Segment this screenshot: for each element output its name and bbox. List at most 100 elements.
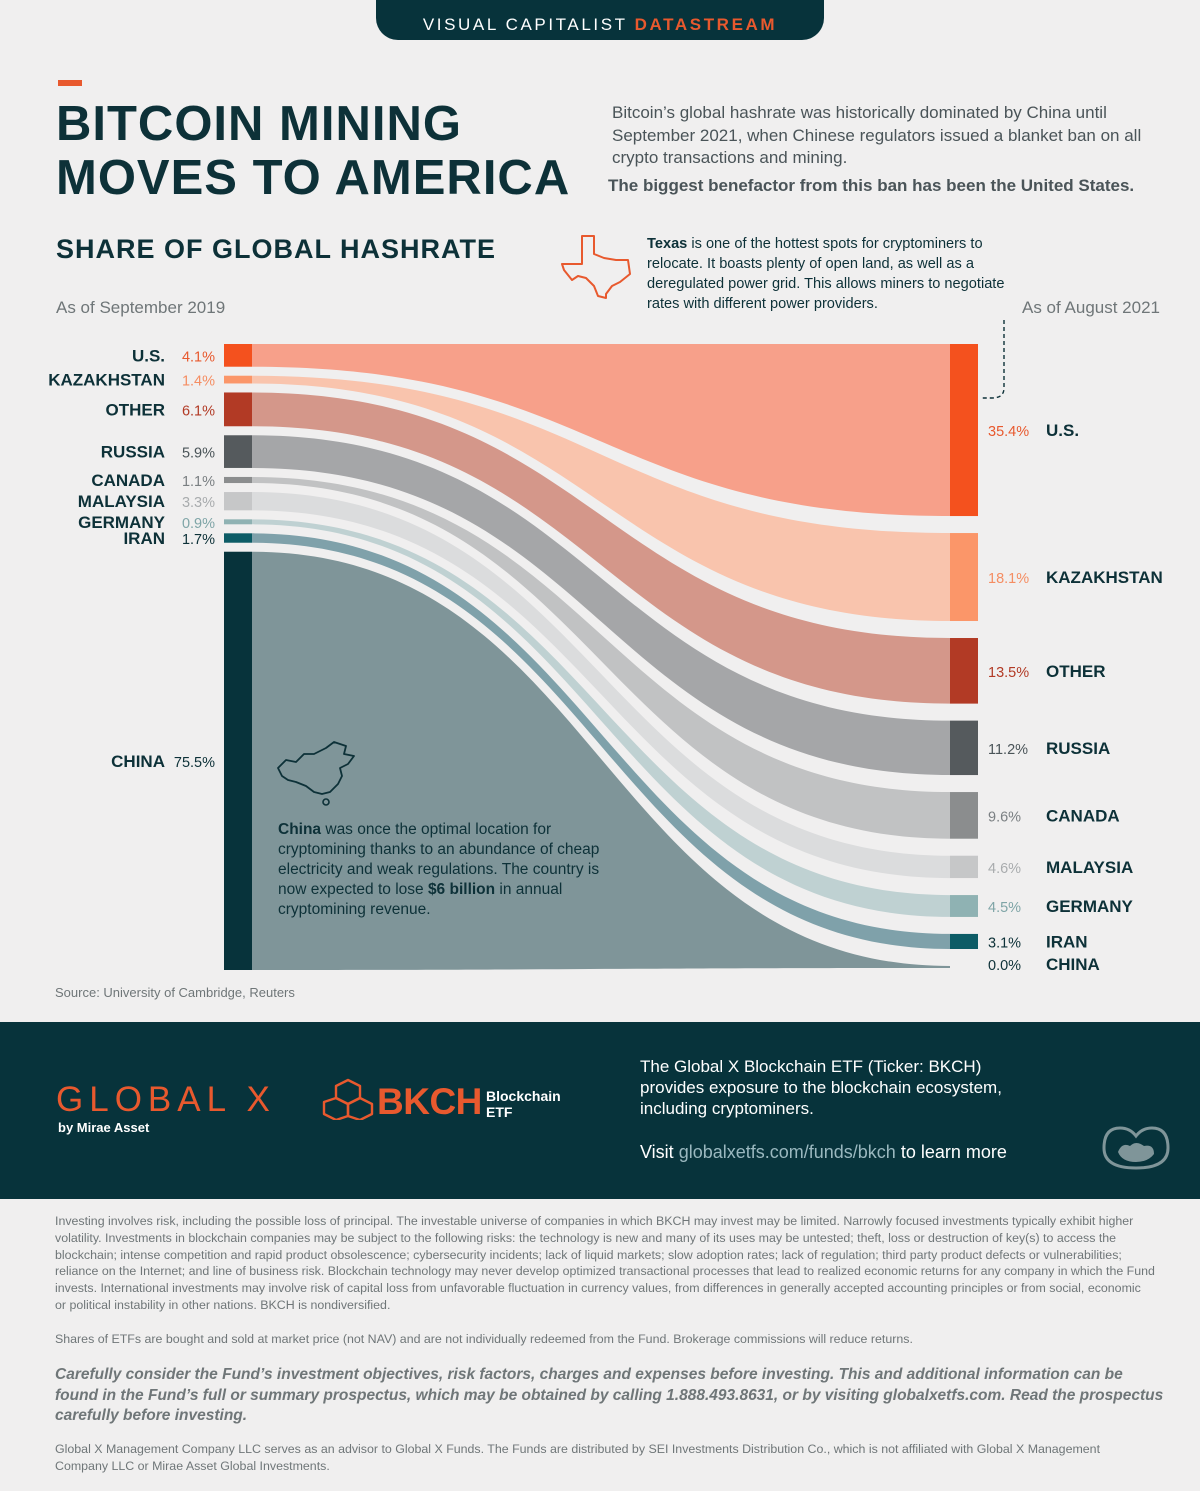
right-value-u-s: 35.4% xyxy=(988,424,1029,440)
visit-prefix: Visit xyxy=(640,1142,679,1162)
flow-u-s xyxy=(252,344,950,517)
right-label-canada: CANADA xyxy=(1046,806,1120,825)
left-bar-iran xyxy=(224,533,252,543)
page-title-line1: BITCOIN MINING xyxy=(56,97,462,151)
left-value-kazakhstan: 1.4% xyxy=(182,374,215,390)
visit-suffix: to learn more xyxy=(895,1142,1007,1162)
disclaimer-risk: Investing involves risk, including the p… xyxy=(55,1214,1155,1312)
left-value-malaysia: 3.3% xyxy=(182,495,215,511)
brand-highlight: DATASTREAM xyxy=(634,15,778,34)
right-bar-u-s xyxy=(950,344,978,517)
china-note-bold2: $6 billion xyxy=(427,881,496,898)
disclaimer-shares: Shares of ETFs are bought and sold at ma… xyxy=(55,1332,913,1346)
left-label-china: CHINA xyxy=(111,752,165,771)
intro-text: Bitcoin’s global hashrate was historical… xyxy=(612,103,1142,167)
top-banner: VISUAL CAPITALIST DATASTREAM xyxy=(376,0,824,40)
right-label-kazakhstan: KAZAKHSTAN xyxy=(1046,568,1163,587)
left-bar-malaysia xyxy=(224,492,252,511)
right-bar-canada xyxy=(950,792,978,839)
left-value-other: 6.1% xyxy=(182,403,215,419)
brand-name: VISUAL CAPITALIST xyxy=(422,15,628,34)
flow-germany xyxy=(252,519,950,917)
right-label-u-s: U.S. xyxy=(1046,421,1079,440)
left-label-germany: GERMANY xyxy=(78,513,166,532)
right-label-germany: GERMANY xyxy=(1046,897,1134,916)
visit-line: Visit globalxetfs.com/funds/bkch to lear… xyxy=(640,1142,1007,1163)
flow-russia xyxy=(252,435,950,776)
bkch-logo-word-blockchain: Blockchain xyxy=(486,1088,561,1104)
left-value-iran: 1.7% xyxy=(182,532,215,548)
flow-kazakhstan xyxy=(252,375,950,622)
right-value-russia: 11.2% xyxy=(988,742,1028,758)
texas-map-icon xyxy=(561,235,631,299)
disclaimer-advisor: Global X Management Company LLC serves a… xyxy=(55,1442,1101,1473)
right-bar-other xyxy=(950,638,978,704)
globalx-logo: GLOBAL X xyxy=(56,1080,276,1119)
china-note-text1: was once the optimal location for crypto… xyxy=(278,821,600,898)
right-bar-iran xyxy=(950,933,978,949)
globalx-logo-subtitle: by Mirae Asset xyxy=(58,1120,150,1135)
left-value-canada: 1.1% xyxy=(182,474,215,490)
left-label-u-s: U.S. xyxy=(132,346,165,365)
right-label-china: CHINA xyxy=(1046,955,1100,974)
left-bar-other xyxy=(224,392,252,427)
right-value-canada: 9.6% xyxy=(988,809,1021,825)
texas-leader-line xyxy=(982,320,1005,399)
left-value-germany: 0.9% xyxy=(182,516,215,532)
left-bar-russia xyxy=(224,435,252,468)
right-value-malaysia: 4.6% xyxy=(988,861,1021,877)
left-bar-china xyxy=(224,551,252,970)
left-label-kazakhstan: KAZAKHSTAN xyxy=(48,371,165,390)
right-bar-germany xyxy=(950,895,978,917)
right-label-russia: RUSSIA xyxy=(1046,739,1110,758)
china-map-icon xyxy=(277,741,355,806)
fund-url-link[interactable]: globalxetfs.com/funds/bkch xyxy=(678,1142,896,1162)
sankey-chart: U.S. 4.1% 35.4% U.S. KAZAKHSTAN 1.4% 18.1% KAZA… xyxy=(48,320,1163,974)
page-title-line2: MOVES TO AMERICA xyxy=(56,151,571,205)
disclaimer-prospectus: Carefully consider the Fund’s investment… xyxy=(55,1366,1164,1424)
blockchain-cubes-icon xyxy=(322,1078,374,1120)
visual-capitalist-mascot-icon xyxy=(1102,1126,1170,1170)
left-bar-u-s xyxy=(224,344,252,367)
flow-other xyxy=(252,392,950,704)
right-bar-kazakhstan xyxy=(950,533,978,622)
left-bar-germany xyxy=(224,519,252,525)
texas-note: Texas is one of the hottest spots for cr… xyxy=(647,234,1022,314)
right-label-other: OTHER xyxy=(1046,662,1106,681)
right-label-malaysia: MALAYSIA xyxy=(1046,858,1133,877)
chart-title: SHARE OF GLOBAL HASHRATE xyxy=(56,234,497,264)
china-note-bold: China xyxy=(278,821,322,838)
right-bar-malaysia xyxy=(950,855,978,879)
right-value-iran: 3.1% xyxy=(988,935,1021,951)
left-label-other: OTHER xyxy=(106,400,166,419)
left-value-russia: 5.9% xyxy=(182,446,215,462)
left-axis-caption: As of September 2019 xyxy=(56,298,226,317)
left-label-canada: CANADA xyxy=(91,471,165,490)
left-bar-kazakhstan xyxy=(224,375,252,384)
left-label-iran: IRAN xyxy=(123,529,165,548)
right-bar-russia xyxy=(950,720,978,776)
texas-note-text: is one of the hottest spots for cryptomi… xyxy=(647,236,1005,312)
intro-bold-text: The biggest benefactor from this ban has… xyxy=(608,176,1135,195)
right-value-kazakhstan: 18.1% xyxy=(988,571,1029,587)
right-value-germany: 4.5% xyxy=(988,900,1021,916)
right-label-iran: IRAN xyxy=(1046,932,1088,951)
bkch-ticker-logo: BKCH xyxy=(377,1081,482,1122)
chart-source: Source: University of Cambridge, Reuters xyxy=(55,985,295,1000)
flow-china xyxy=(252,551,950,970)
left-value-u-s: 4.1% xyxy=(182,349,215,365)
left-label-malaysia: MALAYSIA xyxy=(78,492,165,511)
right-value-china: 0.0% xyxy=(988,958,1021,974)
left-bar-canada xyxy=(224,476,252,484)
china-note-text2: in annual cryptomining revenue. xyxy=(278,881,563,918)
flow-iran xyxy=(252,533,950,949)
right-value-other: 13.5% xyxy=(988,665,1029,681)
left-value-china: 75.5% xyxy=(174,755,215,771)
bkch-logo-word-etf: ETF xyxy=(486,1104,513,1120)
flow-malaysia xyxy=(252,492,950,879)
china-note: China was once the optimal location for … xyxy=(278,820,608,920)
sponsor-band xyxy=(0,1022,1200,1199)
texas-note-bold: Texas xyxy=(647,236,688,252)
etf-description: The Global X Blockchain ETF (Ticker: BKC… xyxy=(640,1057,1002,1118)
flow-canada xyxy=(252,476,950,839)
